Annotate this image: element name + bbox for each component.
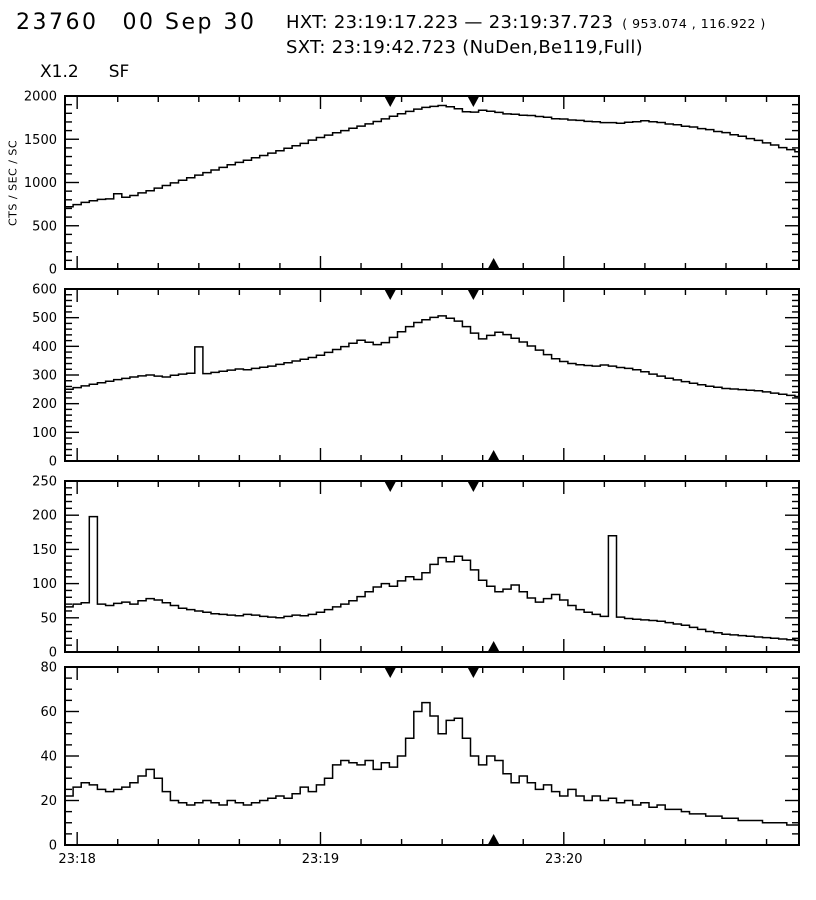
hxt-interval-marker-icon [384, 289, 397, 300]
y-tick-label: 1000 [24, 176, 57, 191]
y-tick-label: 400 [32, 340, 57, 355]
y-tick-label: 0 [49, 263, 57, 278]
panel-1: 0 500 1000 1500 2000 [24, 90, 800, 278]
panel-3: 0 50 100 150 200 250 [32, 475, 800, 661]
y-tick-label: 80 [40, 661, 57, 676]
event-date: 00 Sep 30 [122, 10, 257, 35]
hxt-interval-marker-icon [384, 667, 397, 678]
hxt-time-range: HXT: 23:19:17.223 — 23:19:37.723 ( 953.0… [286, 12, 766, 33]
hxt-interval-marker-icon [384, 481, 397, 492]
light-curve [65, 315, 799, 398]
x-tick-label: 23:20 [545, 852, 582, 867]
hxt-interval-marker-icon [467, 481, 480, 492]
light-curve [65, 104, 799, 208]
light-curve [65, 701, 799, 826]
y-tick-label: 500 [32, 219, 57, 234]
y-tick-label: 600 [32, 283, 57, 298]
y-tick-label: 1500 [24, 133, 57, 148]
axis-ticks [65, 666, 799, 846]
sxt-time-marker-icon [487, 450, 500, 461]
y-tick-label: 250 [32, 475, 57, 490]
flare-type: SF [108, 62, 130, 82]
axis-ticks [65, 95, 799, 270]
hxt-interval-marker-icon [467, 96, 480, 107]
y-tick-label: 500 [32, 311, 57, 326]
hxt-interval-marker-icon [467, 667, 480, 678]
y-tick-label: 0 [49, 646, 57, 661]
axis-ticks [65, 288, 799, 462]
y-tick-label: 40 [40, 750, 57, 765]
hxt-interval-marker-icon [384, 96, 397, 107]
event-number: 23760 [16, 10, 99, 35]
hxt-coordinates: ( 953.074 , 116.922 ) [622, 16, 766, 31]
y-tick-label: 300 [32, 369, 57, 384]
light-curve [65, 515, 799, 642]
y-tick-label: 150 [32, 543, 57, 558]
y-tick-label: 100 [32, 426, 57, 441]
flare-classification: X1.2 SF [40, 62, 129, 82]
event-title: 23760 00 Sep 30 [16, 10, 256, 35]
y-tick-label: 200 [32, 397, 57, 412]
x-tick-label: 23:19 [302, 852, 339, 867]
panel-4: 0 20 40 60 80 23:18 23:19 23:20 [40, 661, 800, 867]
y-tick-label: 60 [40, 705, 57, 720]
x-tick-label: 23:18 [58, 852, 95, 867]
hxt-interval-marker-icon [467, 289, 480, 300]
y-tick-label: 2000 [24, 90, 57, 105]
panel-frame [64, 480, 800, 653]
sxt-time-marker-icon [487, 834, 500, 845]
y-tick-label: 50 [40, 611, 57, 626]
axis-ticks [65, 480, 799, 653]
y-tick-label: 0 [49, 839, 57, 854]
panel-2: 0 100 200 300 400 500 600 [32, 283, 800, 470]
y-tick-label: 20 [40, 794, 57, 809]
sxt-info: SXT: 23:19:42.723 (NuDen,Be119,Full) [286, 37, 643, 58]
panel-frame [64, 666, 800, 846]
hxt-range-text: HXT: 23:19:17.223 — 23:19:37.723 [286, 12, 614, 33]
y-tick-label: 200 [32, 509, 57, 524]
y-tick-label: 100 [32, 577, 57, 592]
goes-class: X1.2 [40, 62, 79, 82]
sxt-time-marker-icon [487, 641, 500, 652]
sxt-time-marker-icon [487, 258, 500, 269]
y-tick-label: 0 [49, 455, 57, 470]
